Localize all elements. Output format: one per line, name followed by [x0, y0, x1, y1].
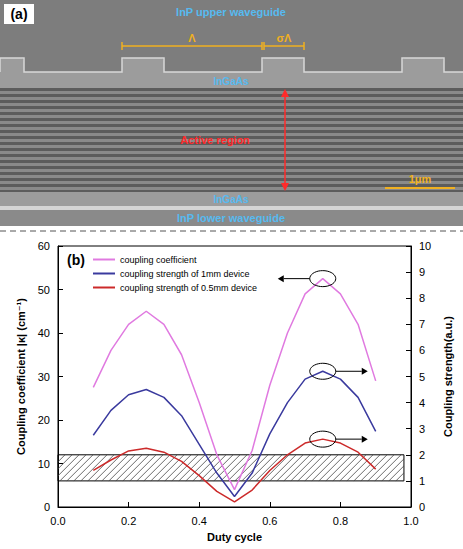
svg-text:Coupling strength(a.u.): Coupling strength(a.u.)	[442, 316, 454, 437]
svg-text:5: 5	[419, 371, 425, 383]
svg-text:0.2: 0.2	[121, 515, 136, 527]
svg-text:0.6: 0.6	[262, 515, 277, 527]
svg-text:Duty cycle: Duty cycle	[207, 531, 262, 543]
svg-text:60: 60	[38, 240, 50, 252]
svg-text:0: 0	[419, 501, 425, 513]
svg-text:3: 3	[419, 423, 425, 435]
svg-text:10: 10	[38, 458, 50, 470]
svg-text:0.4: 0.4	[192, 515, 207, 527]
svg-text:40: 40	[38, 327, 50, 339]
svg-text:coupling strength of 0.5mm dev: coupling strength of 0.5mm device	[120, 283, 257, 293]
svg-text:0: 0	[44, 501, 50, 513]
svg-text:4: 4	[419, 397, 425, 409]
svg-text:20: 20	[38, 414, 50, 426]
svg-text:50: 50	[38, 284, 50, 296]
svg-text:InGaAs: InGaAs	[213, 194, 248, 205]
svg-text:1μm: 1μm	[409, 173, 432, 185]
svg-text:Active region: Active region	[180, 134, 250, 146]
svg-text:coupling strength of 1mm devic: coupling strength of 1mm device	[120, 269, 250, 279]
svg-text:InP lower waveguide: InP lower waveguide	[177, 212, 285, 224]
svg-text:0.8: 0.8	[333, 515, 348, 527]
svg-text:0.0: 0.0	[50, 515, 65, 527]
svg-text:10: 10	[419, 240, 431, 252]
svg-text:7: 7	[419, 318, 425, 330]
svg-text:coupling coefficient: coupling coefficient	[120, 255, 197, 265]
svg-text:1.0: 1.0	[403, 515, 418, 527]
svg-text:9: 9	[419, 266, 425, 278]
svg-text:Coupling coefficient |κ| (cm⁻¹: Coupling coefficient |κ| (cm⁻¹)	[15, 298, 27, 455]
svg-text:InP upper waveguide: InP upper waveguide	[176, 6, 286, 18]
svg-text:InGaAs: InGaAs	[213, 76, 248, 87]
svg-text:σΛ: σΛ	[277, 32, 293, 44]
svg-text:30: 30	[38, 371, 50, 383]
svg-text:Λ: Λ	[188, 32, 196, 44]
svg-text:8: 8	[419, 292, 425, 304]
svg-text:2: 2	[419, 449, 425, 461]
svg-text:6: 6	[419, 344, 425, 356]
svg-text:1: 1	[419, 475, 425, 487]
svg-text:(b): (b)	[67, 252, 85, 268]
svg-text:(a): (a)	[10, 6, 27, 22]
